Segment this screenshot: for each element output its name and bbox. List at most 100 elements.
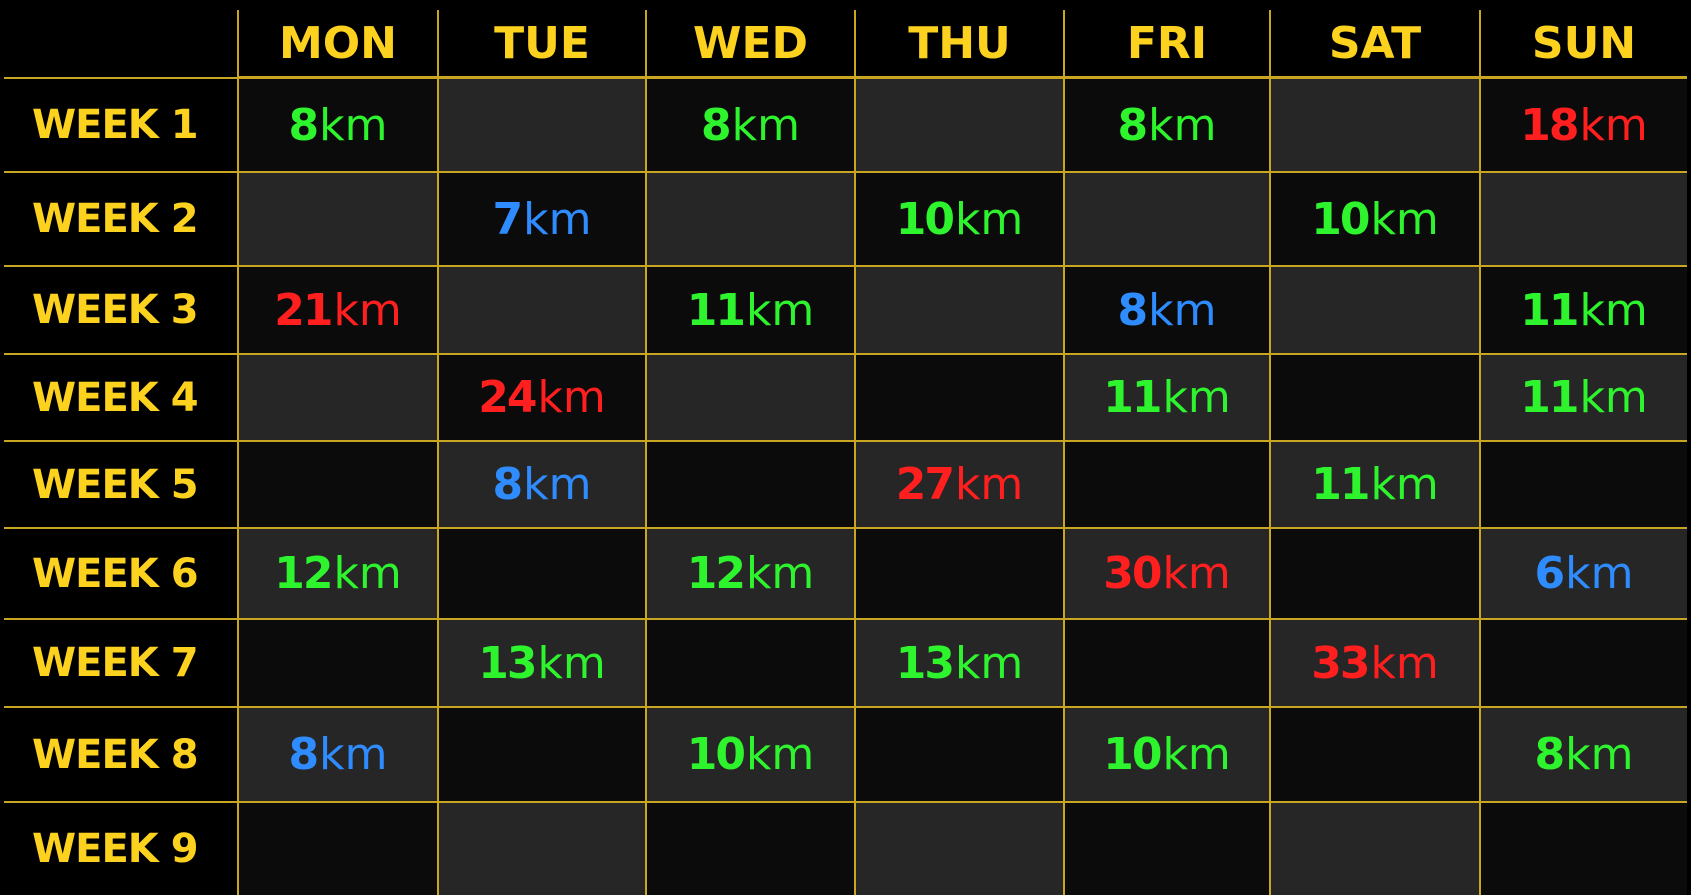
distance-number: 11 (686, 284, 746, 336)
distance-value: 8 km (493, 459, 592, 510)
distance-number: 10 (1103, 729, 1162, 780)
schedule-cell: 8 km (439, 442, 647, 529)
week-label: WEEK 4 (32, 374, 199, 421)
schedule-cell: 11 km (1065, 355, 1271, 442)
distance-unit: km (1579, 284, 1648, 336)
schedule-cell (439, 529, 647, 620)
schedule-cell: 10 km (856, 173, 1065, 267)
schedule-cell: 10 km (647, 708, 856, 803)
distance-number: 8 (701, 99, 732, 151)
distance-value: 8 km (1535, 729, 1634, 780)
distance-unit: km (1565, 548, 1634, 599)
schedule-cell: 13 km (439, 620, 647, 708)
distance-unit: km (537, 372, 606, 423)
schedule-cell: 8 km (647, 79, 856, 173)
distance-value: 10 km (687, 729, 815, 780)
schedule-cell (239, 803, 439, 895)
schedule-cell (1271, 708, 1481, 803)
week-label: WEEK 9 (32, 826, 199, 872)
distance-number: 13 (478, 637, 537, 689)
schedule-cell: 10 km (1065, 708, 1271, 803)
schedule-cell (1271, 529, 1481, 620)
schedule-cell (856, 79, 1065, 173)
distance-unit: km (1148, 99, 1217, 151)
schedule-cell: 8 km (239, 79, 439, 173)
schedule-cell (1065, 620, 1271, 708)
schedule-cell (239, 620, 439, 708)
schedule-cell (647, 442, 856, 529)
schedule-cell (1271, 267, 1481, 355)
distance-value: 6 km (1535, 548, 1634, 599)
distance-value: 11 km (1520, 285, 1648, 336)
schedule-cell: 27 km (856, 442, 1065, 529)
distance-value: 8 km (701, 100, 800, 151)
distance-unit: km (333, 284, 402, 336)
schedule-cell: 11 km (647, 267, 856, 355)
distance-value: 30 km (1103, 548, 1231, 599)
schedule-cell (856, 267, 1065, 355)
distance-value: 10 km (896, 194, 1024, 245)
schedule-cell (439, 708, 647, 803)
week-label-cell: WEEK 3 (4, 267, 239, 355)
distance-unit: km (745, 729, 815, 780)
distance-number: 11 (1520, 284, 1579, 336)
schedule-cell: 8 km (239, 708, 439, 803)
distance-number: 8 (492, 459, 524, 510)
day-header-mon: MON (239, 10, 439, 79)
distance-number: 8 (1117, 284, 1149, 336)
schedule-cell (239, 442, 439, 529)
distance-unit: km (523, 459, 592, 510)
schedule-cell (1481, 173, 1687, 267)
distance-value: 12 km (687, 548, 815, 599)
week-label: WEEK 7 (32, 640, 199, 686)
schedule-cell: 6 km (1481, 529, 1687, 620)
distance-value: 18 km (1520, 100, 1648, 151)
week-label: WEEK 6 (32, 550, 199, 597)
day-header-sun: SUN (1481, 10, 1687, 79)
distance-unit: km (745, 284, 815, 336)
schedule-cell: 33 km (1271, 620, 1481, 708)
day-label: WED (692, 17, 809, 69)
day-label: THU (908, 17, 1011, 69)
schedule-cell (239, 173, 439, 267)
schedule-cell (647, 355, 856, 442)
distance-value: 10 km (1103, 729, 1231, 780)
schedule-cell: 11 km (1481, 267, 1687, 355)
day-label: SUN (1531, 17, 1637, 69)
schedule-cell: 8 km (1065, 267, 1271, 355)
distance-number: 21 (274, 284, 333, 336)
week-label: WEEK 3 (32, 287, 199, 333)
distance-number: 10 (1311, 193, 1370, 245)
distance-value: 33 km (1311, 638, 1439, 689)
distance-value: 8 km (1118, 100, 1217, 151)
schedule-cell (1271, 803, 1481, 895)
schedule-cell (1271, 355, 1481, 442)
distance-unit: km (731, 99, 800, 151)
distance-value: 7 km (493, 194, 592, 245)
schedule-cell: 13 km (856, 620, 1065, 708)
distance-number: 6 (1534, 548, 1566, 599)
distance-unit: km (1162, 372, 1231, 423)
distance-number: 12 (274, 548, 333, 599)
distance-unit: km (1162, 548, 1231, 599)
distance-unit: km (954, 637, 1024, 689)
day-label: TUE (494, 17, 590, 69)
schedule-cell: 24 km (439, 355, 647, 442)
distance-number: 8 (288, 99, 320, 151)
distance-number: 8 (1117, 99, 1149, 151)
schedule-cell (439, 803, 647, 895)
day-header-wed: WED (647, 10, 856, 79)
schedule-cell: 12 km (239, 529, 439, 620)
distance-number: 11 (1520, 372, 1579, 423)
schedule-cell (439, 79, 647, 173)
distance-unit: km (1579, 99, 1648, 151)
corner-cell (4, 10, 239, 79)
day-label: MON (278, 17, 397, 69)
distance-number: 11 (1103, 372, 1162, 423)
day-header-tue: TUE (439, 10, 647, 79)
schedule-cell: 8 km (1481, 708, 1687, 803)
schedule-cell (1481, 620, 1687, 708)
distance-unit: km (319, 729, 388, 780)
schedule-cell: 12 km (647, 529, 856, 620)
distance-number: 7 (492, 193, 524, 245)
